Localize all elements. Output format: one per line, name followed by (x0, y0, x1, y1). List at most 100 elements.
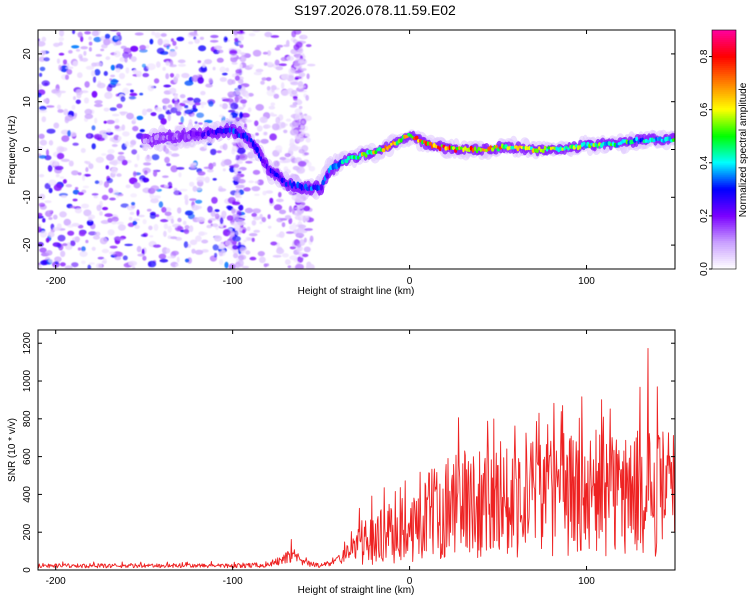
noise-mark (218, 250, 223, 257)
noise-mark (153, 78, 160, 84)
noise-mark (163, 84, 172, 88)
noise-mark (252, 30, 261, 33)
noise-mark (53, 88, 61, 94)
noise-mark (129, 177, 138, 185)
noise-mark (292, 165, 300, 171)
noise-mark (132, 265, 136, 269)
noise-mark (265, 61, 273, 66)
ridge-mark (518, 145, 522, 149)
noise-mark (232, 201, 241, 206)
colorbar-band (712, 217, 736, 220)
noise-mark (194, 102, 201, 106)
noise-mark (38, 226, 42, 233)
noise-mark (77, 192, 84, 196)
colorbar-band (712, 35, 736, 39)
noise-mark (259, 116, 268, 124)
colorbar-band (712, 163, 736, 166)
noise-mark (272, 149, 280, 157)
colorbar-band (712, 161, 736, 164)
noise-mark (305, 137, 311, 143)
ridge-mark (255, 146, 259, 154)
ridge-mark (277, 173, 280, 179)
ridge-mark (387, 144, 391, 149)
noise-mark (167, 104, 173, 109)
noise-mark (164, 211, 172, 217)
noise-mark (92, 76, 97, 83)
noise-mark (39, 174, 45, 178)
noise-mark (248, 233, 258, 237)
noise-mark (286, 231, 294, 234)
x-tick-label: -200 (46, 276, 66, 287)
ridge-mark (319, 184, 323, 191)
noise-mark (237, 178, 246, 184)
ridge-mark (446, 146, 449, 151)
noise-mark (45, 237, 50, 243)
noise-mark (251, 237, 255, 242)
colorbar-band (712, 73, 736, 77)
colorbar-band (712, 149, 736, 152)
noise-mark (291, 129, 299, 135)
colorbar-band (712, 155, 736, 158)
noise-mark (262, 131, 268, 136)
noise-mark (263, 124, 269, 129)
colorbar-band (712, 59, 736, 63)
noise-mark (112, 159, 118, 166)
noise-mark (217, 49, 224, 54)
ridge-mark (409, 134, 413, 138)
noise-mark (270, 112, 274, 116)
noise-mark (297, 60, 305, 64)
noise-mark (252, 49, 262, 57)
noise-mark (94, 100, 103, 104)
noise-mark (222, 228, 231, 236)
noise-mark (110, 74, 115, 78)
noise-mark (247, 92, 254, 97)
ridge-mark (228, 127, 231, 133)
noise-mark (107, 229, 115, 236)
colorbar-band (712, 55, 736, 59)
noise-mark (297, 160, 307, 167)
noise-mark (214, 209, 220, 213)
noise-mark (191, 74, 200, 83)
noise-mark (106, 128, 112, 133)
noise-mark (245, 92, 250, 99)
ridge-mark (561, 147, 564, 151)
noise-mark (281, 253, 289, 258)
ridge-mark (187, 133, 191, 140)
noise-mark (214, 252, 218, 258)
noise-mark (196, 112, 205, 118)
noise-mark (122, 255, 128, 261)
colorbar-band (712, 181, 736, 184)
noise-mark (143, 170, 148, 176)
noise-mark (114, 36, 119, 40)
noise-mark (254, 180, 260, 184)
noise-mark (236, 160, 243, 165)
noise-mark (276, 248, 285, 255)
noise-mark (149, 235, 154, 238)
noise-mark (158, 201, 164, 208)
noise-mark (235, 88, 241, 95)
noise-mark (274, 46, 281, 51)
noise-mark (142, 219, 147, 225)
snr-y-label: SNR (10 * v/v) (7, 418, 18, 482)
noise-mark (113, 50, 121, 58)
noise-mark (237, 35, 244, 42)
noise-mark (207, 168, 214, 173)
noise-mark (137, 253, 145, 257)
noise-mark (103, 107, 110, 112)
noise-mark (294, 215, 301, 220)
noise-mark (251, 212, 257, 217)
noise-mark (136, 153, 140, 161)
noise-mark (251, 186, 261, 192)
x-tick-label: 100 (578, 576, 595, 587)
ridge-mark (448, 145, 451, 151)
noise-mark (269, 197, 274, 204)
noise-mark (163, 223, 169, 230)
noise-mark (206, 224, 212, 229)
y-tick-label: 0 (22, 567, 33, 573)
colorbar-band (712, 265, 736, 268)
noise-mark (93, 36, 102, 43)
ridge-mark (635, 136, 638, 142)
noise-mark (67, 130, 71, 137)
noise-mark (239, 246, 247, 253)
noise-mark (161, 98, 171, 104)
